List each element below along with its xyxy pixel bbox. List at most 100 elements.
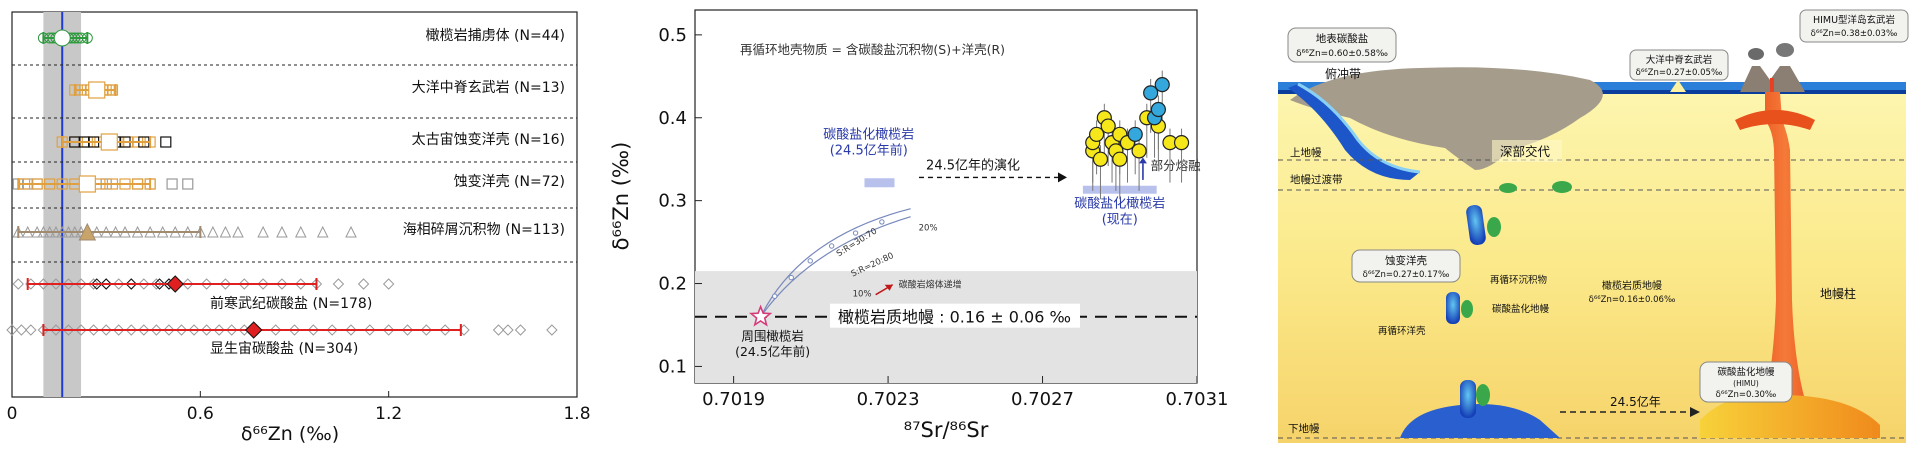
mantle-label-box [830,303,1080,328]
peridotite-mantle-label: 橄榄岩质地幔 [1602,279,1662,292]
carb-mantle-label: 碳酸盐化地幔 [1492,303,1550,315]
smoke [1748,48,1764,60]
data-point [307,324,320,336]
data-point [50,278,62,290]
mantle-label: 橄榄岩质地幔 : 0.16 ± 0.06 ‰ [838,308,1071,327]
carb-old-label: (24.5亿年前) [830,142,908,158]
data-point [160,136,172,148]
y-tick-label: 0.5 [658,25,687,46]
time-label: 24.5亿年 [1610,394,1661,409]
surface-carb-label: 地表碳酸盐 [1316,32,1369,45]
y-tick-label: 0.4 [658,108,687,129]
data-point [207,225,219,238]
melt-arrow-head [884,284,893,291]
group-3 [12,175,194,193]
blue-point [1150,101,1166,118]
data-point [138,278,150,290]
data-point [182,178,194,190]
yellow-point [1112,151,1128,167]
mixing-curve [760,208,911,317]
data-point [492,324,505,336]
data-point [226,324,238,336]
mean-marker [78,222,97,241]
smoke [1776,43,1794,57]
y-tick-label: 0.3 [658,191,687,212]
data-point [213,324,225,336]
group-4 [12,222,357,241]
data-point [138,324,150,336]
deep-interaction-label: 深部交代 [1500,144,1551,159]
mean-marker [88,81,106,99]
data-point [295,278,307,290]
group-2 [56,133,172,151]
group-5 [12,275,395,293]
plume-label: 地幔柱 [1820,286,1856,301]
data-point [188,324,200,336]
data-point [100,324,112,336]
panel-a-frame [11,11,578,398]
data-point [382,324,395,336]
x-axis-label: ⁸⁷Sr/⁸⁶Sr [904,418,989,442]
group-dividers [12,64,577,263]
yellow-point [1173,135,1190,151]
curve-point [879,219,885,225]
data-point [332,278,345,290]
data-point [75,278,87,290]
himu-mantle-sub: (HIMU) [1733,379,1759,388]
x-tick-label: 1.8 [563,404,590,424]
x-tick-label: 0.7027 [1011,389,1074,410]
plume-head [1735,110,1815,130]
data-point [219,278,232,290]
top-note: 再循环地壳物质 = 含碳酸盐沉积物(S)+洋壳(R) [740,42,1005,57]
data-point [15,324,28,336]
data-point [294,225,307,238]
himu-mantle-value: δ⁶⁶Zn=0.30‰ [1716,390,1777,400]
carb-old-box [864,178,895,188]
data-point [546,324,558,336]
group-0 [37,29,93,47]
panel-a-chart: 橄榄岩捕虏体 (N=44) 大洋中脊玄武岩 (N=13) 太古宙蚀变洋壳 (N=16… [6,11,591,445]
yellow-point [1100,118,1116,134]
subducting-slab [1288,84,1420,180]
data-point [50,324,62,336]
start-label: (24.5亿年前) [735,344,810,359]
group-label: 前寒武纪碳酸盐 (N=178) [210,295,372,312]
subducting-slab-edge [1297,82,1421,174]
carb-blob [1552,181,1572,193]
mor-box [1629,49,1729,81]
transition-label: 地幔过渡带 [1290,173,1343,186]
deep-interaction-box [1492,140,1562,162]
blue-point [1154,76,1170,93]
blue-reservoir [1400,404,1560,438]
data-point [326,324,338,336]
curve-point [807,258,813,264]
data-point [382,278,395,290]
sample-points [1085,70,1190,200]
group-label: 大洋中脊玄武岩 (N=13) [412,79,565,96]
data-point [345,225,357,238]
x-tick-label: 0.7019 [702,389,765,410]
group-label: 蚀变洋壳 (N=72) [454,173,565,190]
data-point [87,278,100,290]
data-point [316,225,329,238]
mixing-curve [760,216,911,318]
group-label: 橄榄岩捕虏体 (N=44) [426,28,565,44]
data-point [502,324,514,336]
data-point [12,278,24,290]
data-point [420,324,433,336]
yellow-point [1092,151,1109,167]
yellow-point [1089,126,1105,142]
data-point [276,225,288,238]
himu-value: δ⁶⁶Zn=0.38±0.03‰ [1811,29,1898,39]
mean-marker [166,275,184,293]
data-point [232,225,244,238]
data-point [125,324,137,336]
himu-label: HIMU型洋岛玄武岩 [1813,14,1895,26]
data-point [175,324,188,336]
data-point [37,278,50,290]
x-axis-ticks: 0.7019 0.7023 0.7027 0.7031 [702,376,1228,410]
y-tick-label: 0.1 [658,356,687,377]
group-label: 显生宙碳酸盐 (N=304) [210,341,358,357]
carb-now-label: 碳酸盐化橄榄岩 [1074,195,1165,211]
data-point [150,324,163,336]
